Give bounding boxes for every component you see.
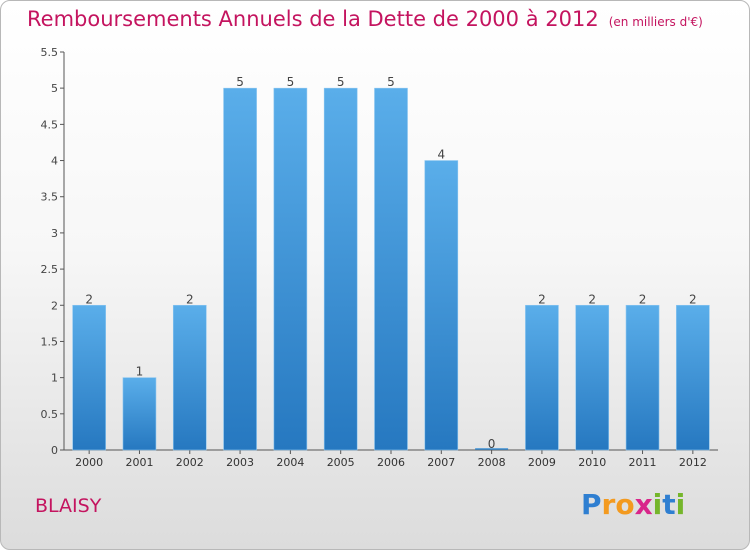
bar	[676, 304, 710, 451]
bar	[172, 304, 207, 451]
x-tick-label: 2012	[679, 456, 707, 469]
bar-value-label: 1	[136, 365, 144, 379]
y-tick-label: 5.5	[41, 46, 59, 59]
x-tick-label: 2011	[629, 456, 657, 469]
y-axis: 0 0.5 1 1.5 2 2.5 3 3.5 4 4.5 5 5.5	[41, 46, 65, 457]
x-tick-label: 2010	[578, 456, 606, 469]
chart-subtitle: (en milliers d'€)	[608, 15, 703, 29]
y-tick-label: 1.5	[41, 335, 59, 348]
bar-value-label: 4	[437, 148, 445, 162]
bar-value-label: 0	[488, 437, 496, 451]
bar-value-label: 2	[689, 292, 697, 306]
bar-value-label: 5	[337, 75, 345, 89]
x-tick-label: 2002	[176, 456, 204, 469]
bar-value-label: 5	[387, 75, 395, 89]
bar	[273, 87, 308, 451]
chart-title-text: Remboursements Annuels de la Dette de 20…	[27, 7, 599, 31]
bar-value-label: 2	[85, 292, 93, 306]
bar-value-label: 2	[588, 292, 596, 306]
y-tick-label: 3	[51, 227, 58, 240]
bar	[525, 304, 559, 451]
bar	[72, 304, 106, 451]
y-tick-label: 0	[51, 444, 58, 457]
y-tick-label: 3.5	[41, 191, 59, 204]
x-tick-label: 2004	[276, 456, 304, 469]
chart-title: Remboursements Annuels de la Dette de 20…	[27, 7, 703, 31]
bar	[223, 87, 257, 451]
place-name: BLAISY	[35, 495, 102, 517]
bar-value-label: 2	[639, 292, 647, 306]
y-tick-label: 5	[51, 82, 58, 95]
y-tick-label: 4	[51, 155, 58, 168]
x-tick-label: 2000	[75, 456, 103, 469]
bar	[122, 377, 157, 451]
bar	[323, 87, 358, 451]
y-tick-label: 1	[51, 372, 58, 385]
bars: 2 1 2 5 5 5 5 4 0 2 2 2 2	[72, 75, 710, 451]
bar-value-label: 5	[236, 75, 244, 89]
x-tick-label: 2007	[427, 456, 455, 469]
bar	[575, 304, 610, 451]
bar	[374, 87, 408, 451]
bar-value-label: 5	[287, 75, 295, 89]
bar	[424, 160, 459, 451]
y-tick-label: 2	[51, 299, 58, 312]
proxiti-logo: Proxiti	[581, 488, 686, 521]
y-tick-label: 4.5	[41, 118, 59, 131]
bar-value-label: 2	[538, 292, 546, 306]
x-tick-label: 2001	[125, 456, 153, 469]
x-tick-label: 2008	[478, 456, 506, 469]
x-axis: 2000 2001 2002 2003 2004 2005 2006 2007 2008 2009…	[64, 449, 718, 469]
x-tick-label: 2009	[528, 456, 556, 469]
x-tick-label: 2006	[377, 456, 405, 469]
bar-value-label: 2	[186, 292, 194, 306]
bar	[625, 304, 660, 451]
x-tick-label: 2005	[327, 456, 355, 469]
y-tick-label: 0.5	[41, 408, 59, 421]
y-tick-label: 2.5	[41, 263, 59, 276]
x-tick-label: 2003	[226, 456, 254, 469]
